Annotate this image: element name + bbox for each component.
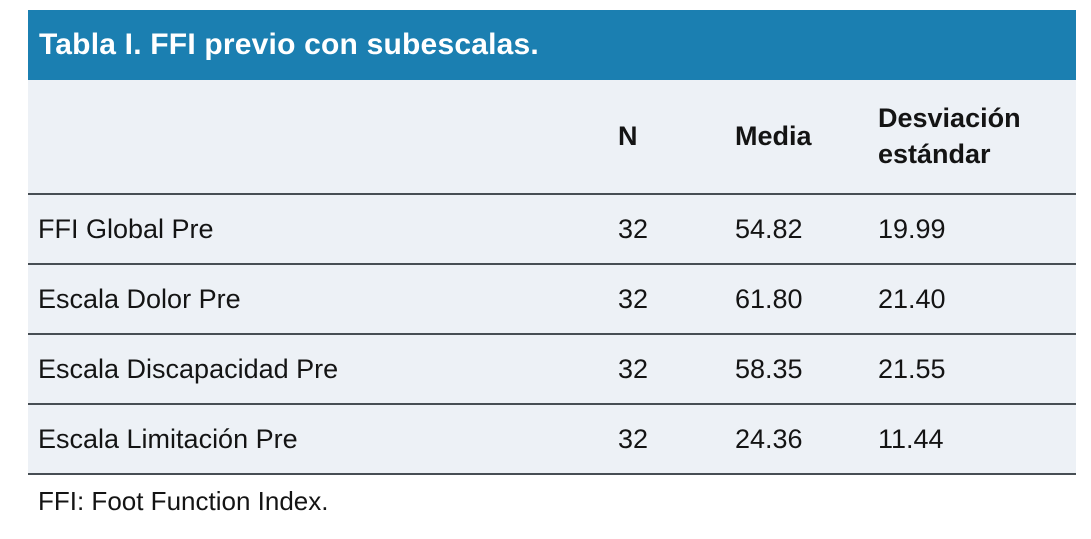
col-header-media: Media: [725, 80, 868, 195]
header-row: N Media Desviación estándar: [28, 80, 1076, 195]
cell-sd: 21.55: [868, 334, 1076, 405]
cell-media: 54.82: [725, 194, 868, 265]
row-label: Escala Dolor Pre: [28, 264, 608, 335]
table-row: FFI Global Pre 32 54.82 19.99: [28, 194, 1076, 265]
table-row: Escala Dolor Pre 32 61.80 21.40: [28, 264, 1076, 335]
cell-sd: 21.40: [868, 264, 1076, 335]
table-title-bar: Tabla I. FFI previo con subescalas.: [28, 10, 1076, 80]
col-header-n: N: [608, 80, 725, 195]
table-footnote: FFI: Foot Function Index.: [38, 486, 329, 516]
table-row: Escala Limitación Pre 32 24.36 11.44: [28, 404, 1076, 475]
cell-n: 32: [608, 194, 725, 265]
row-label: Escala Discapacidad Pre: [28, 334, 608, 405]
table-row: Escala Discapacidad Pre 32 58.35 21.55: [28, 334, 1076, 405]
col-header-sd: Desviación estándar: [868, 80, 1076, 195]
cell-sd: 19.99: [868, 194, 1076, 265]
col-header-label: [28, 80, 608, 195]
row-label: FFI Global Pre: [28, 194, 608, 265]
data-table: N Media Desviación estándar FFI Global P…: [28, 80, 1076, 475]
table-figure: Tabla I. FFI previo con subescalas. N Me…: [28, 10, 1076, 517]
cell-n: 32: [608, 404, 725, 475]
table-title: Tabla I. FFI previo con subescalas.: [39, 28, 539, 61]
cell-n: 32: [608, 264, 725, 335]
row-label: Escala Limitación Pre: [28, 404, 608, 475]
cell-n: 32: [608, 334, 725, 405]
cell-media: 58.35: [725, 334, 868, 405]
cell-media: 24.36: [725, 404, 868, 475]
cell-sd: 11.44: [868, 404, 1076, 475]
cell-media: 61.80: [725, 264, 868, 335]
